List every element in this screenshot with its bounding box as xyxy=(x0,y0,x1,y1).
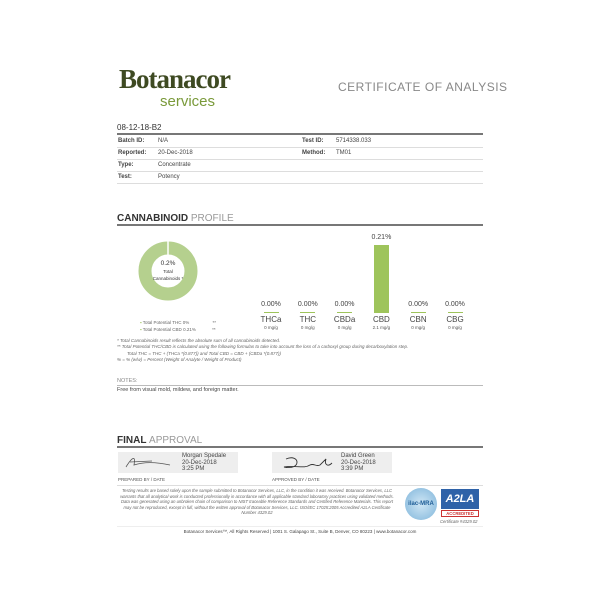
row-value: Potency xyxy=(158,174,180,180)
bar-CBN xyxy=(410,312,426,313)
bar-CBDa xyxy=(337,312,353,313)
prepared-info: Morgan Spedale 20-Dec-2018 3:25 PM xyxy=(182,453,227,472)
bar-category-label: CBD xyxy=(372,315,390,324)
bar-category-label: THC xyxy=(299,315,317,324)
prepared-caption: PREPARED BY / DATE xyxy=(118,477,166,482)
row-value-2: 5714338.033 xyxy=(336,138,372,144)
footnote: % = % (w/w) = Percent (Weight of Analyte… xyxy=(117,356,242,362)
prepared-signature-box xyxy=(118,452,238,473)
bar-value-label: 0.00% xyxy=(445,301,465,308)
row-label: Batch ID: xyxy=(118,138,145,144)
notes-label: NOTES: xyxy=(117,378,138,384)
bar-value-label: 0.00% xyxy=(334,301,355,308)
approved-caption: APPROVED BY / DATE xyxy=(272,477,320,482)
bar-value-label: 0.00% xyxy=(408,301,429,308)
donut-label-2: Cannabinoids * xyxy=(152,276,184,281)
footnotes: * Total Cannabinoids result reflects the… xyxy=(117,338,408,363)
donut-legend: ▪ Total Potential THC 0% ** ▪ Total Pote… xyxy=(140,319,216,333)
bar-THCa xyxy=(263,312,279,313)
disclaimer: Testing results are based solely upon th… xyxy=(120,488,394,515)
bar-CBG xyxy=(447,312,463,313)
bar-sublabel: 0 mg/g xyxy=(411,325,426,330)
bar-value-label: 0.00% xyxy=(261,301,281,308)
notes-text: Free from visual mold, mildew, and forei… xyxy=(117,387,239,393)
donut-label-1: Total xyxy=(163,269,173,274)
logo: Botanacor xyxy=(119,64,231,94)
bar-category-label: THCa xyxy=(260,315,282,324)
donut-chart xyxy=(138,241,198,301)
row-label-2: Method: xyxy=(302,150,326,156)
row-value: Concentrate xyxy=(158,162,191,168)
row-value: N/A xyxy=(158,138,169,144)
legend-thc: ▪ Total Potential THC 0% ** xyxy=(140,320,217,325)
bar-category-label: CBG xyxy=(446,315,464,324)
legend-cbd: ▪ Total Potential CBD 0.21% ** xyxy=(140,327,216,332)
ilac-mra-logo: ilac-MRA xyxy=(405,488,437,520)
row-value-2: TM01 xyxy=(336,150,352,156)
bar-category-label: CBDa xyxy=(333,315,356,324)
approved-info: David Green 20-Dec-2018 3:39 PM xyxy=(341,453,376,472)
row-value: 20-Dec-2018 xyxy=(158,150,193,156)
row-label: Reported: xyxy=(118,150,147,156)
a2la-logo: A2LA xyxy=(441,489,479,509)
bar-sublabel: 2.1 mg/g xyxy=(372,325,391,330)
approved-signature-box xyxy=(272,452,392,473)
footer: Botanacor Services™, All Rights Reserved… xyxy=(183,529,417,534)
signature-prepared xyxy=(125,458,171,468)
profile-heading: CANNABINOID PROFILE xyxy=(117,213,234,224)
logo-subtitle: services xyxy=(160,93,216,110)
bar-THC xyxy=(300,312,316,313)
sample-id: 08-12-18-B2 xyxy=(117,123,162,132)
row-label-2: Test ID: xyxy=(302,138,324,144)
footnote: Total THC = THC + (THCa *(0.877)) and To… xyxy=(127,350,281,356)
row-label: Test: xyxy=(118,174,132,180)
signature-approved xyxy=(283,457,333,469)
donut-value: 0.2% xyxy=(160,260,176,267)
footnote: * Total Cannabinoids result reflects the… xyxy=(117,338,281,343)
bar-CBD xyxy=(373,245,389,313)
bar-category-label: CBN xyxy=(409,315,427,324)
certificate-number: Certificate #4329.02 xyxy=(440,519,478,524)
page-title: CERTIFICATE OF ANALYSIS xyxy=(338,80,508,94)
footnote: ** Total Potential THC/CBD is calculated… xyxy=(117,344,409,350)
accredited-badge: ACCREDITED xyxy=(441,510,479,517)
approval-heading: FINAL APPROVAL xyxy=(117,435,203,446)
bar-sublabel: 0 mg/g xyxy=(264,325,278,330)
bar-sublabel: 0 mg/g xyxy=(337,325,352,330)
donut-label: 0.2% Total Cannabinoids * xyxy=(137,260,199,282)
row-label: Type: xyxy=(118,162,134,168)
bar-sublabel: 0 mg/g xyxy=(300,325,315,330)
bar-value-label: 0.21% xyxy=(371,234,392,241)
bar-value-label: 0.00% xyxy=(297,301,318,308)
bar-sublabel: 0 mg/g xyxy=(448,325,462,330)
